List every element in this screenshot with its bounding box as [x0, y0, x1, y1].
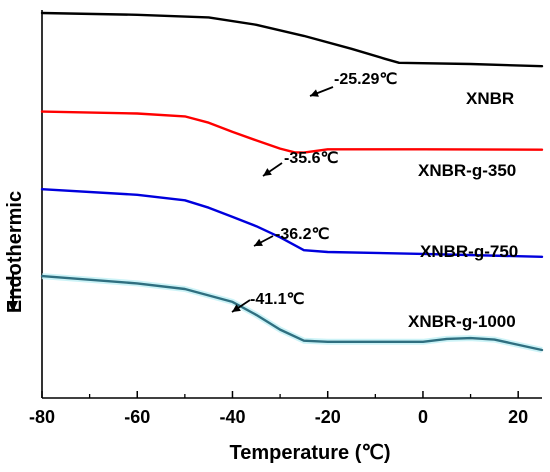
series-line-xnbr-g-750: [40, 188, 544, 258]
tg-annotation: -36.2℃: [275, 226, 329, 243]
tg-annotation: -41.1℃: [250, 291, 304, 308]
series-label: XNBR: [466, 89, 514, 108]
tg-arrow-head: [310, 89, 319, 97]
x-tick-label: -20: [315, 407, 341, 427]
tg-arrow-head: [254, 238, 263, 246]
series-label: XNBR-g-1000: [408, 312, 516, 331]
x-tick-label: 0: [418, 407, 428, 427]
y-axis-label: Endothermic: [4, 191, 26, 313]
labels-layer: XNBR -25.29℃ XNBR-g-350 -35.6℃ XNBR-g-750 -36…: [231, 71, 518, 331]
series-label: XNBR-g-350: [418, 161, 516, 180]
tg-annotation: -25.29℃: [334, 71, 397, 88]
x-tick-label: -60: [124, 407, 150, 427]
tg-arrow-head: [263, 168, 272, 176]
tg-annotation: -35.6℃: [284, 150, 338, 167]
series-line-xnbr-g-1000: [40, 274, 544, 352]
series-line-xnbr: [40, 11, 544, 68]
x-tick-label: 20: [508, 407, 528, 427]
x-axis-label: Temperature (℃): [229, 442, 390, 464]
tg-arrow-head: [232, 304, 241, 312]
series-layer: [40, 11, 544, 353]
series-line-xnbr-g-350: [40, 110, 544, 154]
x-tick-label: -80: [29, 407, 55, 427]
axes: -80 -60 -40 -20 0 20 Temperature (℃) Endothermi…: [4, 10, 542, 464]
series-label: XNBR-g-750: [420, 242, 518, 261]
endothermic-arrow-head: [8, 301, 18, 312]
x-tick-label: -40: [219, 407, 245, 427]
